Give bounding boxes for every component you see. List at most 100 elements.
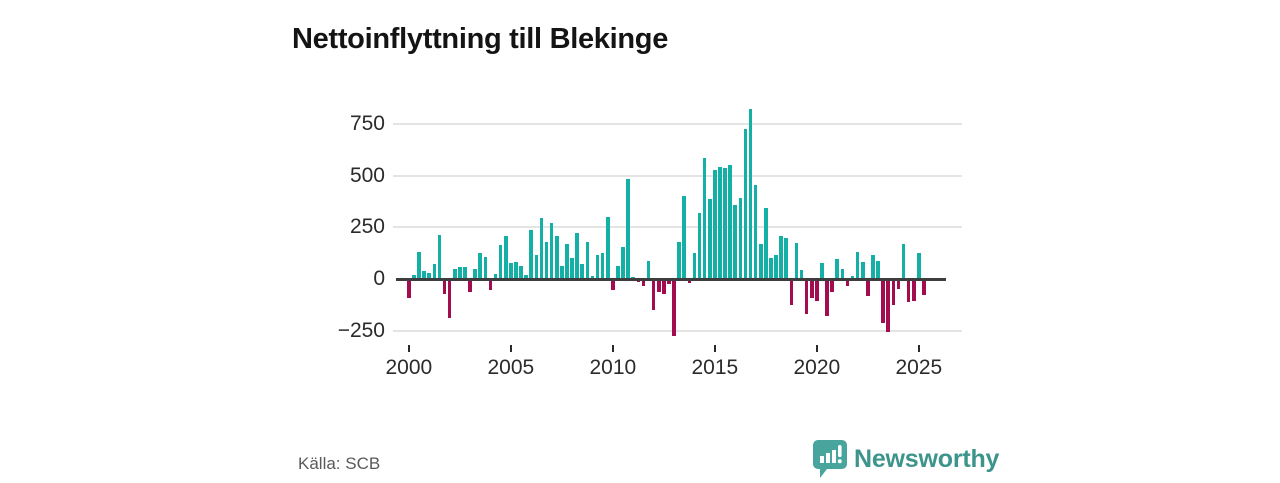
bar-negative (667, 279, 671, 285)
bar-positive (718, 166, 722, 279)
bar-positive (473, 269, 477, 279)
bar-positive (412, 274, 416, 279)
bar-positive (605, 216, 610, 279)
bar-negative (468, 279, 472, 293)
bar-negative (891, 279, 896, 305)
bar-negative (881, 279, 885, 323)
bar-negative (641, 279, 646, 287)
bar-positive (595, 255, 600, 279)
gridline-−250 (393, 329, 962, 332)
bar-negative (815, 279, 819, 301)
bar-positive (707, 199, 712, 279)
bar-positive (753, 184, 758, 279)
bar-negative (407, 279, 411, 298)
y-axis-label: 0 (373, 267, 385, 290)
bar-positive (452, 269, 457, 279)
bar-positive (427, 273, 432, 279)
bar-negative (488, 279, 493, 291)
bar-positive (702, 158, 707, 279)
bar-positive (529, 230, 534, 279)
bar-negative (656, 279, 661, 293)
bar-positive (840, 269, 845, 279)
bar-positive (901, 243, 906, 279)
bar-positive (493, 273, 498, 279)
bar-negative (662, 279, 666, 295)
bar-positive (616, 265, 620, 279)
chart-title: Nettoinflyttning till Blekinge (292, 23, 669, 56)
bar-positive (799, 270, 804, 279)
bar-positive (784, 238, 789, 279)
bar-positive (682, 196, 687, 279)
bar-negative (866, 279, 870, 297)
x-axis-tick (611, 345, 614, 352)
bar-positive (463, 267, 467, 279)
bar-negative (911, 279, 916, 301)
x-axis-label: 2025 (895, 356, 943, 379)
y-axis-label: 500 (349, 163, 385, 187)
bar-positive (677, 241, 681, 279)
bar-positive (646, 261, 651, 279)
bar-negative (789, 279, 794, 305)
bar-positive (876, 261, 880, 279)
bar-positive (432, 263, 437, 279)
bar-positive (580, 264, 585, 279)
bar-negative (687, 279, 692, 284)
bar-positive (835, 258, 840, 279)
bar-positive (692, 252, 697, 279)
bar-positive (820, 263, 824, 279)
bar-negative (906, 279, 911, 303)
bar-negative (922, 279, 926, 295)
x-axis-label: 2010 (589, 356, 637, 379)
bar-positive (514, 262, 518, 279)
bar-positive (585, 241, 590, 279)
bar-positive (764, 208, 768, 279)
gridline-750 (393, 122, 962, 125)
x-axis-tick (917, 345, 920, 352)
brand-name: Newsworthy (854, 444, 1000, 473)
bar-negative (886, 279, 891, 332)
bar-positive (524, 274, 528, 279)
bar-positive (560, 265, 564, 279)
bar-positive (631, 276, 636, 279)
x-axis-label: 2015 (691, 356, 739, 379)
newsworthy-brand: Newsworthy (813, 440, 999, 478)
bar-positive (733, 205, 738, 279)
bar-positive (748, 109, 753, 279)
bar-positive (478, 252, 483, 279)
bar-positive (794, 243, 799, 279)
y-axis-label: 250 (349, 215, 385, 239)
bar-positive (713, 169, 717, 279)
bar-negative (804, 279, 809, 315)
bar-positive (549, 222, 554, 279)
x-axis-tick (713, 345, 716, 352)
bar-positive (503, 235, 508, 279)
bar-positive (483, 257, 488, 279)
bar-positive (554, 235, 559, 279)
bar-negative (611, 279, 615, 290)
bar-negative (442, 279, 447, 294)
bar-positive (738, 197, 743, 279)
bar-positive (728, 164, 732, 279)
bar-positive (422, 271, 426, 279)
bar-positive (621, 246, 625, 279)
bar-positive (758, 243, 763, 279)
y-axis-label: −250 (337, 318, 385, 342)
bar-positive (769, 258, 773, 279)
x-axis-tick (815, 345, 818, 352)
bar-positive (437, 234, 442, 279)
bar-positive (779, 235, 783, 279)
bar-positive (509, 263, 513, 279)
x-axis-label: 2005 (487, 356, 535, 379)
bar-positive (565, 244, 569, 279)
bar-positive (590, 275, 595, 279)
bar-positive (417, 252, 421, 279)
source-note: Källa: SCB (298, 454, 381, 473)
bar-chart-speech-bubble-icon (813, 440, 847, 478)
bar-positive (850, 275, 855, 279)
bar-positive (743, 129, 748, 279)
bar-positive (544, 241, 549, 279)
bar-positive (519, 265, 523, 279)
bar-positive (498, 245, 503, 279)
bar-negative (447, 279, 452, 318)
